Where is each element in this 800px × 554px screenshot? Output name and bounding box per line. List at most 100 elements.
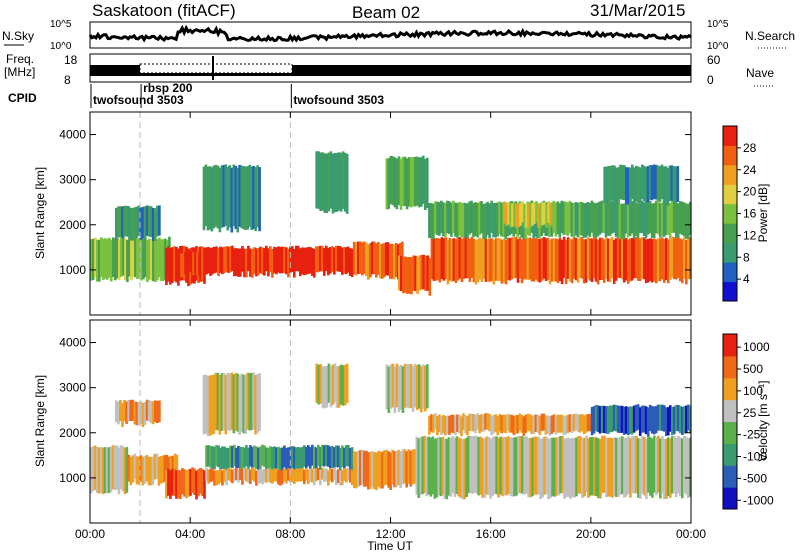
heatmap-cell [545, 203, 548, 228]
heatmap-cell [361, 449, 364, 485]
heatmap-cell [154, 208, 157, 242]
heatmap-cell [576, 239, 580, 283]
heatmap-cell [652, 406, 656, 435]
heatmap-cell [652, 238, 656, 282]
heatmap-cell [662, 166, 666, 203]
heatmap-cell [209, 468, 212, 483]
heatmap-cell [350, 470, 354, 486]
heatmap-cell [667, 239, 670, 284]
heatmap-cell [614, 202, 618, 237]
frequency-band [90, 65, 691, 76]
heatmap-cell [321, 152, 325, 211]
heatmap-cell [297, 245, 300, 272]
heatmap-cell [246, 372, 249, 430]
heatmap-cell [135, 206, 139, 239]
heatmap-cell [566, 202, 570, 236]
heatmap-cell [299, 468, 302, 482]
heatmap-cell [141, 456, 145, 486]
heatmap-cell [307, 247, 310, 274]
heatmap-cell [109, 446, 113, 492]
heatmap-cell [446, 415, 449, 435]
heatmap-cell [231, 245, 234, 272]
heatmap-cell [186, 252, 189, 275]
heatmap-cell [527, 203, 530, 228]
heatmap-cell [616, 405, 620, 433]
heatmap-cell [669, 237, 672, 280]
heatmap-cell [667, 407, 670, 436]
heatmap-cell [345, 153, 349, 214]
heatmap-cell [490, 416, 493, 436]
heatmap-cell [96, 239, 99, 282]
heatmap-cell [410, 257, 413, 295]
heatmap-cell [253, 247, 256, 275]
heatmap-cell [507, 436, 510, 494]
heatmap-cell [127, 454, 131, 482]
heatmap-cell [409, 450, 413, 487]
cpid-program-label: twofsound 3503 [293, 93, 384, 107]
heatmap-cell [444, 237, 448, 280]
heatmap-cell [329, 468, 332, 481]
heatmap-cell [581, 438, 584, 498]
heatmap-cell [329, 151, 333, 209]
heatmap-cell [413, 363, 417, 408]
heatmap-cell [640, 200, 644, 233]
heatmap-cell [545, 436, 548, 495]
heatmap-cell [145, 399, 149, 421]
heatmap-cell [291, 246, 294, 272]
heatmap-cell [643, 437, 646, 496]
heatmap-cell [428, 203, 431, 238]
heatmap-cell [225, 470, 228, 486]
heatmap-cell [606, 202, 610, 236]
heatmap-cell [486, 238, 490, 282]
heatmap-cell [343, 364, 347, 406]
heatmap-cell [683, 435, 686, 493]
heatmap-cell [666, 167, 670, 206]
heatmap-cell [464, 236, 468, 279]
heatmap-cell [618, 203, 622, 240]
heatmap-cell [119, 206, 122, 238]
heatmap-cell [518, 413, 522, 431]
heatmap-cell [496, 202, 499, 237]
freq-label-2: [MHz] [4, 65, 35, 79]
heatmap-cell [428, 258, 432, 296]
heatmap-cell [676, 166, 680, 202]
heatmap-cell [391, 243, 394, 279]
heatmap-cell [554, 202, 558, 237]
heatmap-cell [472, 414, 475, 432]
heatmap-cell [321, 245, 324, 272]
heatmap-cell [237, 248, 240, 277]
heatmap-cell [389, 452, 392, 490]
heatmap-cell [161, 455, 165, 483]
heatmap-cell [207, 246, 210, 274]
heatmap-cell [494, 238, 498, 281]
heatmap-cell [403, 156, 407, 207]
colorbar-frame [722, 333, 738, 510]
heatmap-cell [672, 200, 676, 233]
heatmap-cell [637, 166, 640, 203]
heatmap-cell [576, 414, 580, 432]
heatmap-cell [277, 470, 280, 485]
heatmap-cell [110, 239, 113, 282]
heatmap-cell [454, 239, 458, 283]
heatmap-cell [460, 416, 463, 437]
heatmap-cell [417, 157, 421, 208]
heatmap-cell [140, 239, 143, 281]
heatmap-cell [422, 254, 425, 290]
heatmap-cell [331, 468, 334, 483]
heatmap-cell [674, 166, 678, 203]
heatmap-cell [348, 447, 352, 472]
heatmap-cell [219, 246, 222, 273]
heatmap-cell [175, 454, 179, 482]
heatmap-cell [269, 469, 272, 483]
heatmap-cell [625, 437, 628, 497]
colorbar-swatch [723, 262, 737, 282]
heatmap-cell [90, 447, 93, 494]
heatmap-cell [151, 208, 155, 241]
heatmap-cell [424, 365, 427, 412]
heatmap-cell [603, 435, 606, 493]
heatmap-cell [488, 203, 491, 239]
heatmap-cell [594, 238, 598, 282]
heatmap-cell [214, 372, 218, 431]
heatmap-cell [460, 238, 464, 282]
heatmap-cell [210, 167, 214, 232]
